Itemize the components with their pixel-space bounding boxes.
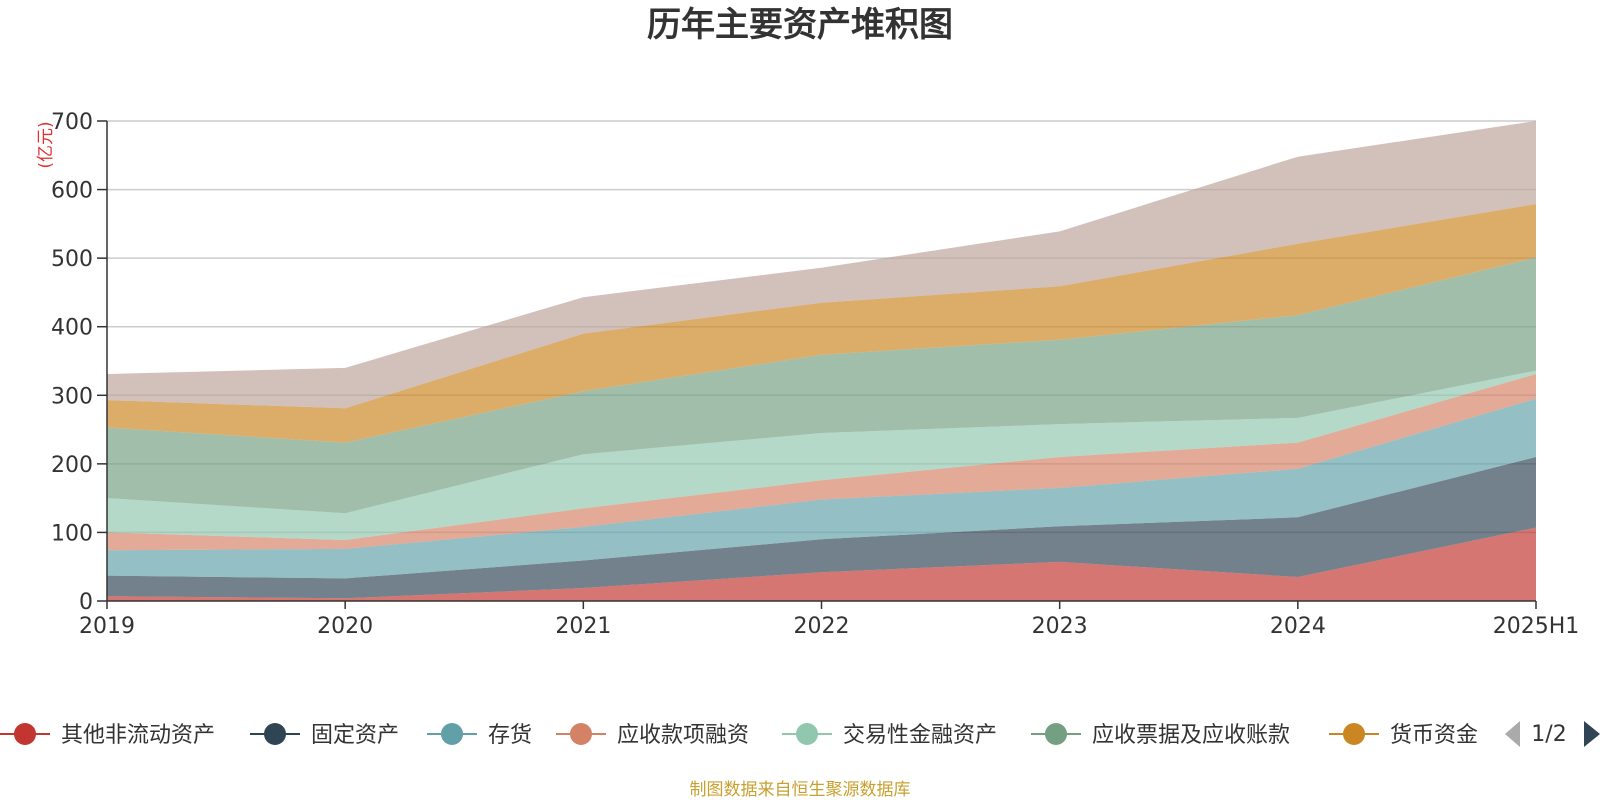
legend-marker (14, 723, 36, 745)
y-tick-label: 400 (51, 316, 93, 341)
legend-pager: 1/2 (1505, 721, 1600, 747)
axes: 0 100 200 300 400 500 600 700 2019 2020 2021 2022 20… (51, 110, 1579, 639)
legend-marker (570, 723, 592, 745)
legend-label: 存货 (488, 723, 532, 748)
x-tick-label: 2020 (317, 614, 373, 639)
data-source: 制图数据来自恒生聚源数据库 (690, 780, 911, 800)
x-tick-label: 2023 (1032, 614, 1088, 639)
y-tick-label: 300 (51, 384, 93, 409)
legend-label: 其他非流动资产 (61, 723, 215, 748)
legend-marker (1343, 723, 1365, 745)
legend-item[interactable]: 其他非流动资产 (0, 723, 215, 748)
y-tick-label: 700 (51, 110, 93, 135)
x-tick-label: 2025H1 (1493, 614, 1580, 639)
area-series-2 (107, 398, 1536, 579)
y-tick-label: 500 (51, 247, 93, 272)
x-tick-label: 2019 (79, 614, 135, 639)
legend-marker (796, 723, 818, 745)
y-tick-label: 600 (51, 179, 93, 204)
legend-next-icon[interactable] (1584, 721, 1600, 747)
area-series-6 (107, 204, 1536, 443)
area-series-1 (107, 457, 1536, 599)
x-tick-label: 2022 (794, 614, 850, 639)
legend-label: 货币资金 (1390, 723, 1478, 748)
legend-label: 交易性金融资产 (843, 723, 997, 748)
area-series-0 (107, 527, 1536, 601)
legend-page-indicator: 1/2 (1531, 722, 1566, 747)
legend-marker (441, 723, 463, 745)
legend-label: 固定资产 (311, 723, 399, 748)
legend-item[interactable]: 存货 (427, 723, 532, 748)
stacked-areas (107, 121, 1536, 601)
x-tick-label: 2024 (1270, 614, 1326, 639)
legend: 其他非流动资产 固定资产 存货 应收款项融资 交易性金融资产 应收票据及应收账款 货币资金 (0, 723, 1478, 748)
y-axis-unit: (亿元) (36, 121, 56, 168)
area-series-7 (107, 121, 1536, 409)
x-tick-label: 2021 (555, 614, 611, 639)
legend-prev-icon[interactable] (1505, 721, 1520, 747)
legend-item[interactable]: 应收票据及应收账款 (1031, 723, 1290, 748)
legend-item[interactable]: 货币资金 (1329, 723, 1478, 748)
y-tick-label: 0 (79, 590, 93, 615)
legend-marker (264, 723, 286, 745)
legend-label: 应收款项融资 (617, 723, 749, 748)
legend-item[interactable]: 固定资产 (250, 723, 399, 748)
area-series-3 (107, 374, 1536, 551)
legend-item[interactable]: 应收款项融资 (556, 723, 749, 748)
legend-label: 应收票据及应收账款 (1092, 723, 1290, 748)
legend-marker (1045, 723, 1067, 745)
y-tick-label: 100 (51, 521, 93, 546)
y-tick-label: 200 (51, 453, 93, 478)
area-series-5 (107, 257, 1536, 514)
legend-item[interactable]: 交易性金融资产 (782, 723, 997, 748)
chart-title: 历年主要资产堆积图 (647, 5, 953, 45)
area-series-4 (107, 370, 1536, 540)
